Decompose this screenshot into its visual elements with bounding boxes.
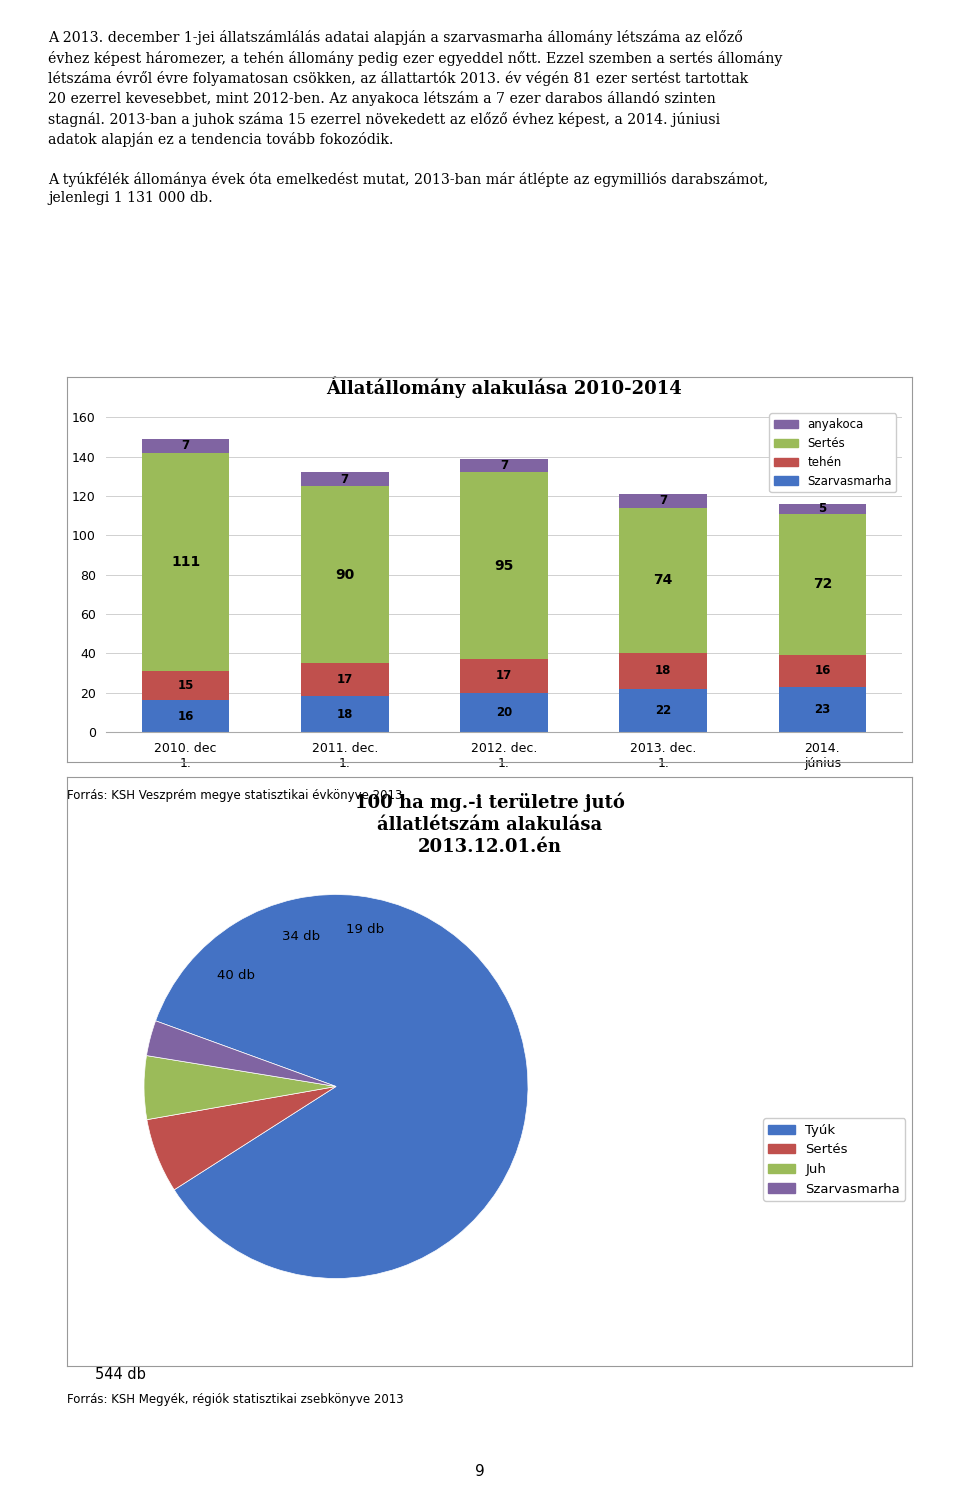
Text: 100 ha mg.-i területre jutó
állatlétszám alakulása
2013.12.01.én: 100 ha mg.-i területre jutó állatlétszám…: [354, 792, 625, 856]
Text: 18: 18: [655, 664, 671, 678]
Text: 111: 111: [171, 555, 201, 569]
Bar: [460, 659, 548, 693]
Bar: [779, 687, 866, 732]
Bar: [619, 507, 707, 653]
Bar: [142, 439, 229, 453]
Bar: [460, 693, 548, 732]
Text: Forrás: KSH Megyék, régiók statisztikai zsebkönyve 2013: Forrás: KSH Megyék, régiók statisztikai …: [67, 1393, 404, 1406]
Text: 72: 72: [813, 578, 832, 592]
Bar: [460, 472, 548, 659]
Wedge shape: [147, 1020, 336, 1086]
Bar: [779, 504, 866, 513]
Bar: [142, 453, 229, 672]
Text: 7: 7: [500, 459, 508, 472]
Text: 40 db: 40 db: [217, 969, 255, 982]
Text: 19 db: 19 db: [346, 922, 384, 936]
Bar: [301, 472, 389, 486]
Text: 20: 20: [496, 706, 512, 718]
Wedge shape: [144, 1056, 336, 1120]
Text: 7: 7: [181, 439, 190, 453]
Bar: [142, 700, 229, 732]
Text: 5: 5: [818, 502, 827, 515]
Legend: anyakoca, Sertés, tehén, Szarvasmarha: anyakoca, Sertés, tehén, Szarvasmarha: [770, 413, 897, 492]
Text: 9: 9: [475, 1464, 485, 1479]
Text: 95: 95: [494, 558, 514, 573]
Legend: Tyúk, Sertés, Juh, Szarvasmarha: Tyúk, Sertés, Juh, Szarvasmarha: [763, 1118, 905, 1201]
Text: 7: 7: [341, 472, 348, 486]
Text: 17: 17: [337, 673, 353, 687]
Text: 90: 90: [335, 567, 354, 581]
Text: 18: 18: [337, 708, 353, 721]
Bar: [460, 459, 548, 472]
Bar: [619, 688, 707, 732]
Bar: [779, 655, 866, 687]
Text: A 2013. december 1-jei állatszámlálás adatai alapján a szarvasmarha állomány lét: A 2013. december 1-jei állatszámlálás ad…: [48, 30, 782, 205]
Text: 17: 17: [496, 670, 512, 682]
Text: 74: 74: [654, 573, 673, 587]
Bar: [779, 513, 866, 655]
Text: 7: 7: [660, 495, 667, 507]
Text: 16: 16: [814, 664, 830, 678]
Bar: [301, 697, 389, 732]
Text: 15: 15: [178, 679, 194, 693]
Bar: [301, 662, 389, 697]
Text: 23: 23: [814, 703, 830, 715]
Text: Forrás: KSH Veszprém megye statisztikai évkönyve 2013: Forrás: KSH Veszprém megye statisztikai …: [67, 789, 402, 803]
Wedge shape: [156, 895, 528, 1278]
Bar: [619, 493, 707, 507]
Bar: [142, 672, 229, 700]
Text: 16: 16: [178, 709, 194, 723]
Wedge shape: [147, 1086, 336, 1189]
Title: Állatállomány alakulása 2010-2014: Állatállomány alakulása 2010-2014: [326, 376, 682, 397]
Bar: [301, 486, 389, 662]
Text: 544 db: 544 db: [95, 1367, 145, 1382]
Text: 34 db: 34 db: [282, 930, 321, 943]
Bar: [619, 653, 707, 688]
Text: 22: 22: [655, 703, 671, 717]
